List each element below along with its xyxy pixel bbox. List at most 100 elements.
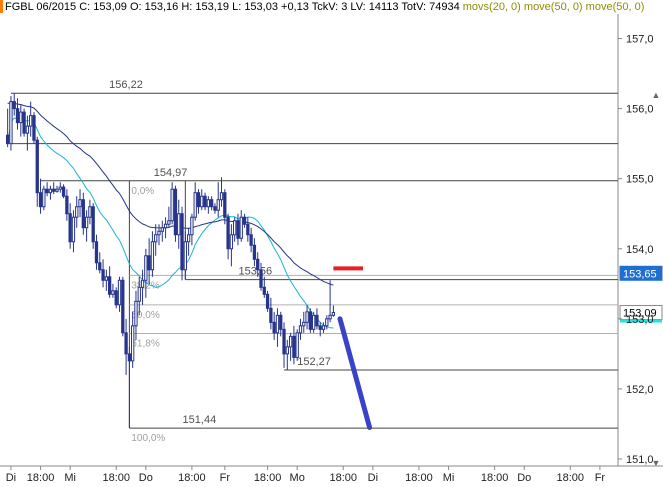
candle bbox=[114, 287, 118, 309]
candle bbox=[170, 182, 174, 225]
candle bbox=[75, 196, 79, 228]
candle bbox=[55, 185, 59, 193]
header-marker bbox=[0, 0, 3, 13]
candle-body bbox=[157, 230, 161, 236]
candle-body bbox=[206, 199, 211, 208]
candle-body bbox=[318, 325, 322, 330]
series-line bbox=[7, 117, 334, 329]
candle bbox=[180, 206, 184, 281]
candle bbox=[94, 234, 99, 270]
y-tick-label: 151,0 bbox=[626, 454, 654, 466]
candle-body bbox=[262, 286, 266, 295]
candle bbox=[223, 189, 227, 225]
candle bbox=[104, 269, 109, 291]
candle bbox=[32, 112, 36, 144]
candle bbox=[65, 189, 69, 221]
candle-body bbox=[121, 279, 125, 334]
candle-body bbox=[219, 192, 224, 201]
candle bbox=[127, 346, 132, 429]
y-tick-label: 157,0 bbox=[626, 34, 654, 46]
x-tick-label: 18:00 bbox=[27, 472, 55, 484]
candle bbox=[318, 322, 322, 337]
candle-body bbox=[209, 199, 214, 208]
scroll-up-icon[interactable]: ▲ bbox=[651, 90, 661, 100]
candle-body bbox=[9, 101, 13, 145]
candle-body bbox=[216, 199, 220, 211]
candle-body bbox=[42, 188, 46, 208]
y-tick-label: 153,0 bbox=[626, 314, 654, 326]
fib-label: 61,8% bbox=[131, 339, 159, 350]
candle-body bbox=[29, 115, 33, 127]
y-tick-label: 156,0 bbox=[626, 104, 654, 116]
candle-body bbox=[144, 255, 148, 281]
candle-body bbox=[275, 314, 280, 334]
x-tick-label: 18:00 bbox=[557, 472, 585, 484]
candle bbox=[61, 184, 66, 199]
candle bbox=[157, 224, 161, 246]
candle-body bbox=[124, 332, 128, 355]
x-tick-label: 18:00 bbox=[405, 472, 433, 484]
candle bbox=[101, 259, 105, 288]
candle-body bbox=[242, 216, 247, 225]
candle-body bbox=[32, 115, 36, 141]
candle-body bbox=[81, 199, 85, 229]
candle-body bbox=[265, 293, 270, 309]
candle bbox=[71, 210, 76, 253]
candle-body bbox=[55, 188, 59, 192]
indicator-2-label[interactable]: move(50, 0) bbox=[523, 1, 583, 13]
candle bbox=[98, 252, 102, 274]
candle bbox=[295, 329, 299, 361]
candle-body bbox=[117, 279, 122, 306]
candle bbox=[5, 108, 10, 148]
candle bbox=[177, 199, 181, 249]
candle bbox=[22, 108, 26, 137]
x-tick-label: Do bbox=[139, 472, 153, 484]
candle-body bbox=[180, 213, 184, 271]
chart-header: FGBL 06/2015 C: 153,09 O: 153,16 H: 153,… bbox=[0, 0, 663, 14]
symbol-label: FGBL 06/2015 bbox=[5, 1, 77, 13]
candle-body bbox=[229, 234, 234, 250]
fib-label: 100,0% bbox=[131, 433, 165, 444]
candle-body bbox=[35, 139, 39, 194]
candle-body bbox=[111, 290, 115, 295]
candle-body bbox=[177, 213, 181, 236]
candle-body bbox=[78, 199, 82, 208]
candle-body bbox=[223, 192, 227, 218]
candle bbox=[9, 95, 13, 151]
candle-body bbox=[315, 314, 319, 327]
indicator-1-label[interactable]: movs(20, 0) bbox=[462, 1, 521, 13]
candle-body bbox=[295, 332, 299, 358]
indicator-3-label[interactable]: move(50, 0) bbox=[585, 1, 645, 13]
candle bbox=[292, 325, 296, 365]
candle-body bbox=[58, 186, 62, 190]
price-tag-accent bbox=[620, 319, 662, 323]
candle-body bbox=[107, 276, 112, 295]
candle-body bbox=[256, 258, 260, 271]
candle bbox=[229, 224, 234, 267]
candle-body bbox=[311, 314, 316, 330]
candle bbox=[121, 276, 125, 337]
candle bbox=[209, 196, 214, 211]
candle bbox=[325, 315, 329, 330]
quote-readout: C: 153,09 O: 153,16 H: 153,19 L: 153,03 … bbox=[79, 1, 460, 13]
candle bbox=[173, 185, 178, 242]
candle bbox=[315, 308, 319, 330]
candle-body bbox=[269, 307, 273, 323]
fib-label: 50,0% bbox=[131, 310, 159, 321]
candle bbox=[48, 185, 53, 200]
scroll-down-icon[interactable]: ▼ bbox=[651, 458, 661, 468]
candle bbox=[321, 322, 326, 333]
candle bbox=[25, 115, 30, 151]
candle-body bbox=[38, 192, 43, 208]
candle-body bbox=[272, 321, 276, 334]
candle bbox=[219, 177, 224, 207]
candle-body bbox=[249, 234, 253, 246]
candle-body bbox=[226, 216, 230, 250]
candle-body bbox=[190, 216, 194, 236]
candle-body bbox=[101, 269, 105, 281]
candle bbox=[298, 318, 303, 340]
candle bbox=[81, 192, 85, 235]
candle-body bbox=[279, 314, 283, 330]
candle bbox=[167, 206, 171, 228]
